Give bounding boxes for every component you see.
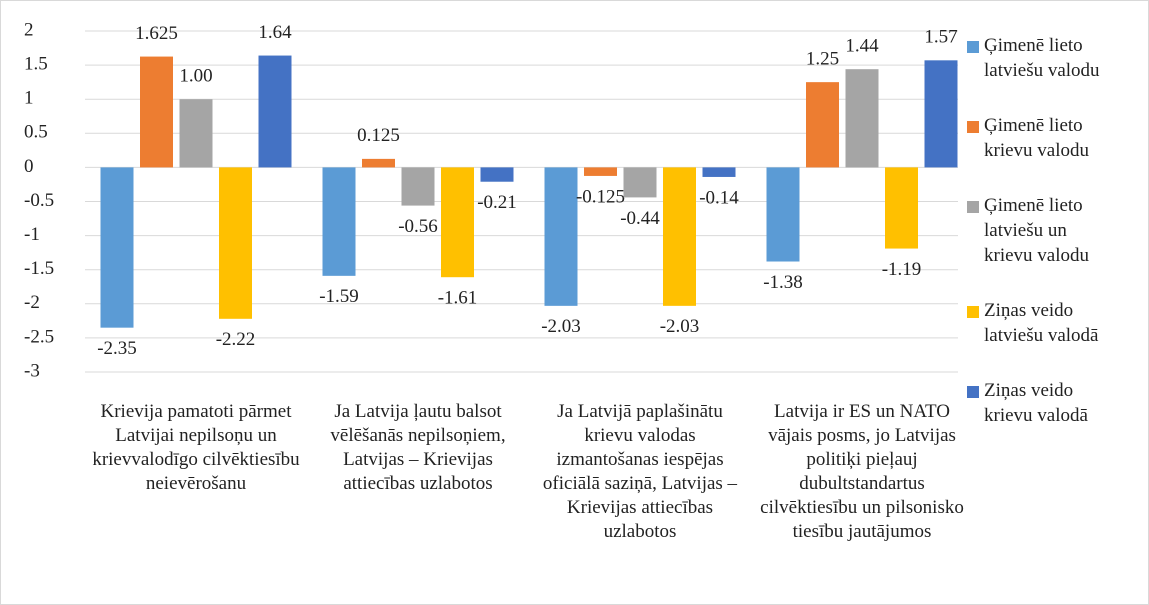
y-tick-label: 2 [24, 19, 34, 40]
legend-swatch [967, 306, 979, 318]
data-label: -0.21 [477, 192, 517, 213]
y-tick-label: -0.5 [24, 190, 54, 211]
y-tick-label: -2 [24, 292, 40, 313]
x-tick-label: Latvija ir ES un NATO vājais posms, jo La… [760, 401, 964, 542]
x-tick-label: Ja Latvijā paplašinātu krievu valodas izma… [543, 401, 738, 542]
bar [401, 167, 435, 206]
y-tick-label: 1 [24, 88, 34, 109]
data-label: 1.625 [135, 23, 178, 44]
data-label: 1.57 [924, 27, 957, 48]
bar [544, 167, 578, 306]
y-tick-label: -2.5 [24, 326, 54, 347]
legend-label: Ziņas veido krievu valodā [984, 380, 1089, 426]
x-tick-label: Krievija pamatoti pārmet Latvijai nepilso… [92, 401, 300, 494]
bar [100, 167, 134, 328]
bar [179, 99, 213, 168]
y-tick-label: -1 [24, 224, 40, 245]
data-label: 1.64 [258, 22, 292, 43]
legend-label: Ģimenē lieto krievu valodu [984, 115, 1090, 161]
legend-swatch [967, 201, 979, 213]
bar [362, 158, 395, 168]
bar [258, 55, 292, 168]
data-label: -2.22 [216, 329, 256, 350]
bar [623, 167, 657, 198]
bar [845, 69, 879, 168]
y-tick-label: -1.5 [24, 258, 54, 279]
y-tick-label: 0.5 [24, 122, 48, 143]
bar [480, 167, 514, 182]
bar [322, 167, 356, 276]
legend-swatch [967, 121, 979, 133]
data-label: -1.19 [882, 259, 922, 280]
bar [219, 167, 252, 319]
legend-swatch [967, 386, 979, 398]
legend-label: Ģimenē lieto latviešu un krievu valodu [984, 195, 1090, 266]
data-label: -0.125 [576, 186, 625, 207]
legend-label: Ziņas veido latviešu valodā [984, 300, 1099, 346]
y-tick-label: 1.5 [24, 53, 48, 74]
bar [663, 167, 696, 306]
data-label: -1.61 [438, 288, 478, 309]
data-label: 1.00 [179, 66, 212, 87]
data-label: 0.125 [357, 125, 400, 146]
y-tick-label: -3 [24, 360, 40, 381]
bar [441, 167, 474, 278]
bar [924, 60, 958, 168]
data-label: 1.44 [845, 36, 879, 57]
bar [702, 167, 736, 177]
data-label: 1.25 [806, 49, 839, 70]
bar [885, 167, 918, 249]
data-label: -2.03 [660, 316, 700, 337]
data-label: -0.14 [699, 187, 739, 208]
bar [584, 167, 617, 176]
legend-swatch [967, 41, 979, 53]
data-label: -1.59 [319, 286, 359, 307]
y-tick-label: 0 [24, 156, 34, 177]
data-label: -2.35 [97, 338, 137, 359]
bar [806, 82, 839, 168]
data-label: -0.56 [398, 216, 438, 237]
bar [140, 56, 173, 168]
data-label: -2.03 [541, 316, 581, 337]
data-label: -0.44 [620, 208, 660, 229]
x-tick-label: Ja Latvija ļautu balsot vēlēšanās nepilso… [330, 401, 505, 494]
legend-label: Ģimenē lieto latviešu valodu [984, 35, 1100, 81]
data-label: -1.38 [763, 272, 803, 293]
bar [766, 167, 800, 262]
